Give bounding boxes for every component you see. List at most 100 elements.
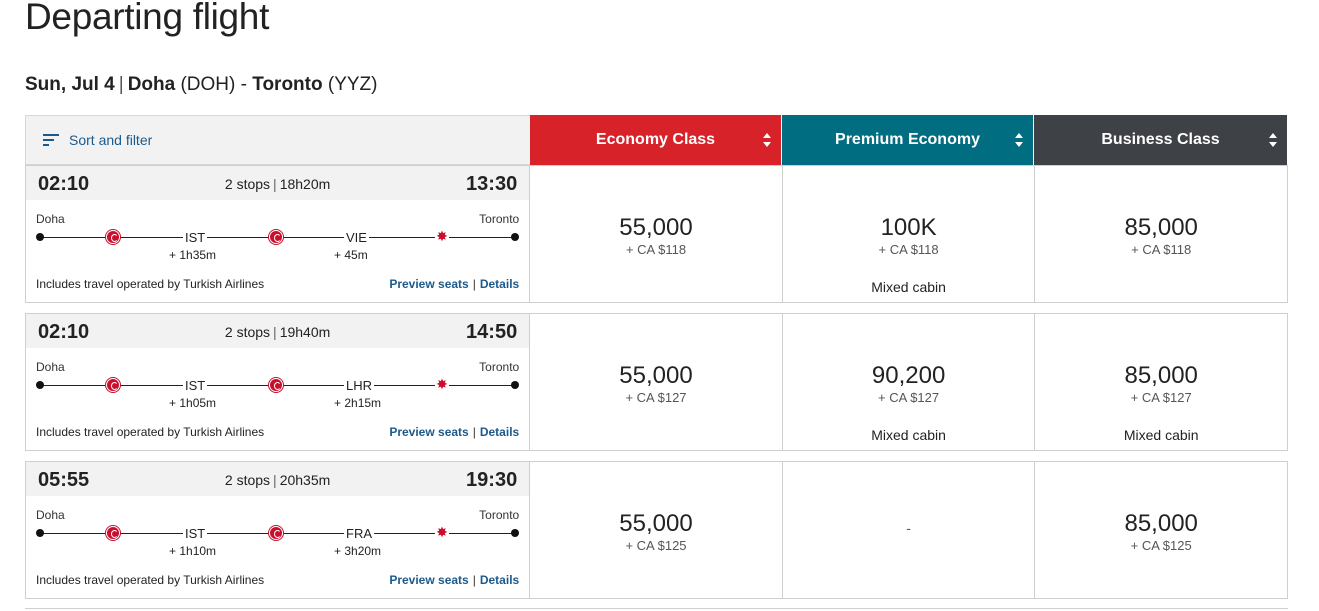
fare-cell[interactable]: 85,000 + CA $127 Mixed cabin xyxy=(1035,314,1287,450)
air-canada-icon xyxy=(435,376,449,393)
preview-seats-link[interactable]: Preview seats xyxy=(389,277,469,291)
fare-cell[interactable]: 90,200 + CA $127 Mixed cabin xyxy=(783,314,1036,450)
preview-seats-link[interactable]: Preview seats xyxy=(389,425,469,439)
fare-cell[interactable]: 85,000 + CA $118 xyxy=(1035,166,1287,302)
fare-tax: + CA $118 xyxy=(1131,242,1192,257)
origin-city-label: Doha xyxy=(36,360,65,374)
sort-filter-icon xyxy=(43,134,59,146)
air-canada-icon xyxy=(435,524,449,541)
stop-airport-code: FRA xyxy=(344,526,374,541)
turkish-airlines-icon xyxy=(269,526,283,540)
business-class-label: Business Class xyxy=(1101,131,1220,148)
turkish-airlines-icon xyxy=(106,378,120,392)
fare-points: 55,000 xyxy=(619,214,693,241)
fare-points: 90,200 xyxy=(871,362,946,389)
stops-separator: | xyxy=(273,176,277,192)
flight-date: Sun, Jul 4 xyxy=(25,74,115,95)
arrival-time: 13:30 xyxy=(466,173,518,195)
sort-and-filter-button[interactable]: Sort and filter xyxy=(25,115,530,165)
operated-by-note: Includes travel operated by Turkish Airl… xyxy=(36,573,265,587)
stops-count: 2 stops xyxy=(224,324,271,340)
origin-code: (DOH) xyxy=(180,74,236,95)
fare-tax: + CA $118 xyxy=(878,242,939,257)
stop-airport-code: LHR xyxy=(344,378,375,393)
details-link[interactable]: Details xyxy=(479,425,520,439)
layover-duration: + 45m xyxy=(334,248,368,262)
flight-info: 02:10 2 stops | 18h20m 13:30 Doha Toronto … xyxy=(26,166,531,302)
fare-cell[interactable]: 100K + CA $118 Mixed cabin xyxy=(783,166,1036,302)
origin-dot-icon xyxy=(36,529,44,537)
fare-tax: + CA $118 xyxy=(625,242,687,257)
premium-economy-header[interactable]: Premium Economy xyxy=(782,115,1034,165)
flight-row: 05:55 2 stops | 20h35m 19:30 Doha Toronto … xyxy=(25,461,1288,599)
destination-city-label: Toronto xyxy=(479,508,520,522)
link-separator: | xyxy=(472,573,476,587)
stop-airport-code: VIE xyxy=(344,230,369,245)
details-link[interactable]: Details xyxy=(479,573,520,587)
origin-city: Doha xyxy=(127,74,176,95)
departure-time: 02:10 xyxy=(38,173,90,195)
sort-and-filter-label: Sort and filter xyxy=(69,132,153,148)
flight-links: Preview seats | Details xyxy=(389,277,519,291)
stops-duration: 2 stops | 18h20m xyxy=(26,176,529,192)
link-separator: | xyxy=(472,425,476,439)
economy-class-header[interactable]: Economy Class xyxy=(530,115,782,165)
layover-duration: + 2h15m xyxy=(334,396,382,410)
details-link[interactable]: Details xyxy=(479,277,520,291)
stops-count: 2 stops xyxy=(224,472,271,488)
origin-dot-icon xyxy=(36,381,44,389)
flight-row: 02:10 2 stops | 18h20m 13:30 Doha Toronto … xyxy=(25,165,1288,303)
arrival-time: 14:50 xyxy=(466,321,518,343)
stop-airport-code: IST xyxy=(183,230,208,245)
destination-city: Toronto xyxy=(252,74,323,95)
stops-separator: | xyxy=(273,324,277,340)
operated-by-note: Includes travel operated by Turkish Airl… xyxy=(36,277,265,291)
stop-airport-code: IST xyxy=(183,378,208,393)
fare-tax: + CA $127 xyxy=(1130,390,1192,405)
fare-unavailable: - xyxy=(906,520,911,536)
flight-links: Preview seats | Details xyxy=(389,425,519,439)
fare-points: 55,000 xyxy=(619,362,693,389)
fare-points: 85,000 xyxy=(1124,214,1198,241)
fare-points: 55,000 xyxy=(619,510,693,537)
layover-duration: + 1h10m xyxy=(169,544,217,558)
fare-cell[interactable]: 55,000 + CA $118 xyxy=(530,166,783,302)
layover-duration: + 1h05m xyxy=(169,396,217,410)
fare-cell[interactable]: 85,000 + CA $125 xyxy=(1035,462,1287,598)
route-separator: | xyxy=(118,74,124,95)
flight-info: 05:55 2 stops | 20h35m 19:30 Doha Toronto … xyxy=(26,462,531,598)
economy-class-label: Economy Class xyxy=(595,131,716,148)
flight-row: 02:10 2 stops | 19h40m 14:50 Doha Toronto … xyxy=(25,313,1288,451)
flight-info: 02:10 2 stops | 19h40m 14:50 Doha Toronto … xyxy=(26,314,531,450)
flight-duration: 20h35m xyxy=(279,472,331,488)
layover-duration: + 3h20m xyxy=(334,544,382,558)
fare-cell-unavailable: - xyxy=(783,462,1036,598)
route-summary: Sun, Jul 4 | Doha (DOH) - Toronto (YYZ) xyxy=(25,74,377,96)
departure-time: 02:10 xyxy=(38,321,90,343)
fare-points: 100K xyxy=(880,214,937,241)
fare-cell[interactable]: 55,000 + CA $125 xyxy=(530,462,783,598)
flight-duration: 19h40m xyxy=(279,324,331,340)
list-bottom-divider xyxy=(25,608,1288,609)
business-class-header[interactable]: Business Class xyxy=(1034,115,1287,165)
mixed-cabin-note: Mixed cabin xyxy=(871,427,946,443)
operated-by-note: Includes travel operated by Turkish Airl… xyxy=(36,425,265,439)
flight-links: Preview seats | Details xyxy=(389,573,519,587)
turkish-airlines-icon xyxy=(106,526,120,540)
stop-airport-code: IST xyxy=(183,526,208,541)
sort-caret-icon xyxy=(763,133,771,147)
page-title: Departing flight xyxy=(25,0,270,37)
route-dash: - xyxy=(240,74,247,95)
flight-time-bar xyxy=(26,314,530,348)
fare-tax: + CA $127 xyxy=(878,390,940,405)
destination-dot-icon xyxy=(511,381,519,389)
mixed-cabin-note: Mixed cabin xyxy=(1123,427,1199,443)
destination-dot-icon xyxy=(511,529,519,537)
destination-code: (YYZ) xyxy=(327,74,378,95)
fare-cell[interactable]: 55,000 + CA $127 xyxy=(530,314,783,450)
preview-seats-link[interactable]: Preview seats xyxy=(389,573,469,587)
departure-time: 05:55 xyxy=(38,469,90,491)
stops-separator: | xyxy=(273,472,277,488)
layover-duration: + 1h35m xyxy=(169,248,217,262)
origin-city-label: Doha xyxy=(36,212,65,226)
